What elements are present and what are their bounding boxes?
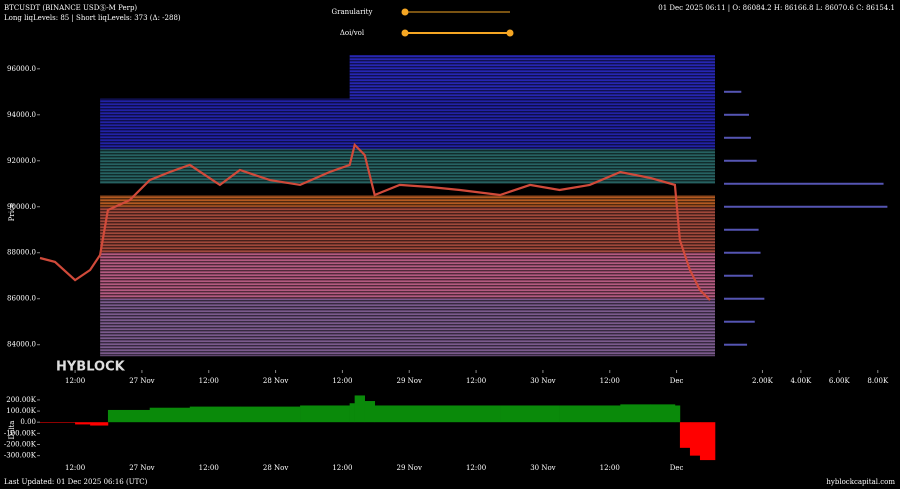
band-texture (100, 206, 716, 253)
delta-tick-label: -100.00K (4, 429, 37, 437)
x-tick-label: 27 Nov (129, 377, 154, 385)
delta-bar (300, 405, 350, 423)
delta-tick-label: 0.00 (20, 418, 36, 426)
x-tick-label: 29 Nov (397, 377, 422, 385)
y-tick-label: 94000.0 (7, 111, 36, 119)
delta-bar (354, 395, 365, 423)
profile-bar (724, 90, 742, 93)
y-tick-label: 96000.0 (7, 65, 36, 73)
band-texture (100, 149, 716, 184)
ohlc: 01 Dec 2025 06:11 | O: 86084.2 H: 86166.… (658, 4, 895, 12)
band-texture (349, 55, 715, 99)
x-tick-label: 12:00 (600, 377, 620, 385)
y-tick-label: 88000.0 (7, 249, 36, 257)
delta-bar (620, 404, 651, 423)
band-texture (100, 252, 716, 299)
profile-bar (724, 274, 753, 277)
slider-handle[interactable] (401, 29, 409, 37)
profile-bar (724, 159, 757, 162)
delta-bar (559, 405, 621, 423)
x-tick-label: 12:00 (466, 464, 486, 472)
delta-bar (374, 405, 431, 423)
profile-tick-label: 4.00K (790, 377, 812, 385)
watermark: HYBLOCK (56, 360, 126, 375)
x-tick-label: 28 Nov (263, 464, 288, 472)
y-tick-label: 84000.0 (7, 341, 36, 349)
granularity-label: Granularity (332, 8, 373, 16)
band-texture (100, 298, 716, 357)
x-tick-label: Dec (670, 377, 684, 385)
profile-bar (724, 228, 759, 231)
liq-levels: Long liqLevels: 85 | Short liqLevels: 37… (4, 14, 181, 22)
profile-bar (724, 182, 884, 185)
x-tick-label: 30 Nov (530, 377, 555, 385)
profile-bar (724, 136, 751, 139)
profile-bar (724, 251, 761, 254)
delta-tick-label: -200.00K (4, 440, 37, 448)
x-tick-label: 12:00 (65, 377, 85, 385)
delta-bar (349, 403, 355, 423)
x-tick-label: 12:00 (65, 464, 85, 472)
band-texture (100, 98, 716, 150)
delta-tick-label: 200.00K (6, 396, 36, 404)
granularity-slider[interactable] (401, 8, 511, 16)
x-tick-label: 29 Nov (397, 464, 422, 472)
y-tick-label: 90000.0 (7, 203, 36, 211)
delta-bar (650, 404, 676, 423)
profile-tick-label: 2.00K (752, 377, 774, 385)
slider-handle[interactable] (401, 8, 409, 16)
x-tick-label: 12:00 (332, 464, 352, 472)
delta-bar (189, 406, 241, 423)
x-tick-label: 12:00 (199, 377, 219, 385)
delta-bar (40, 422, 76, 423)
site: hyblockcapital.com (826, 478, 895, 486)
x-tick-label: 30 Nov (530, 464, 555, 472)
delta-bar (699, 422, 716, 461)
delta-bar (75, 422, 91, 425)
delta-bar (679, 422, 691, 448)
delta-bar (239, 406, 301, 423)
delta-tick-label: -300.00K (4, 452, 37, 460)
x-tick-label: 12:00 (199, 464, 219, 472)
delta-bar (90, 422, 109, 426)
delta-bar (500, 405, 560, 423)
band-texture (100, 195, 716, 207)
delta-axis-label: Delta (8, 421, 16, 440)
profile-bar (724, 297, 765, 300)
x-tick-label: 12:00 (466, 377, 486, 385)
slider-handle[interactable] (506, 29, 514, 37)
y-tick-label: 92000.0 (7, 157, 36, 165)
x-tick-label: 12:00 (600, 464, 620, 472)
x-tick-label: Dec (670, 464, 684, 472)
price-line (39, 142, 711, 301)
profile-tick-label: 8.00K (867, 377, 889, 385)
y-axis-label: Price (8, 203, 16, 221)
y-tick-label: 86000.0 (7, 295, 36, 303)
symbol: BTCUSDT (BINANCE USDⓈ-M Perp) (4, 4, 137, 12)
oi-vol-slider[interactable] (401, 29, 514, 37)
delta-tick-label: 100.00K (6, 407, 36, 415)
x-tick-label: 12:00 (332, 377, 352, 385)
delta-bar (364, 401, 376, 423)
last-updated: Last Updated: 01 Dec 2025 06:16 (UTC) (4, 478, 148, 486)
oi-vol-label: Δoi/vol (340, 29, 365, 37)
x-tick-label: 28 Nov (263, 377, 288, 385)
profile-bar (724, 320, 755, 323)
x-tick-label: 27 Nov (129, 464, 154, 472)
profile-bar (724, 343, 748, 346)
delta-bar (689, 422, 701, 456)
profile-bar (724, 113, 749, 116)
delta-bar (107, 409, 151, 423)
profile-bar (724, 205, 888, 208)
delta-bar (149, 407, 191, 423)
profile-tick-label: 6.00K (829, 377, 851, 385)
delta-bar (429, 405, 501, 423)
delta-bar (674, 405, 681, 423)
